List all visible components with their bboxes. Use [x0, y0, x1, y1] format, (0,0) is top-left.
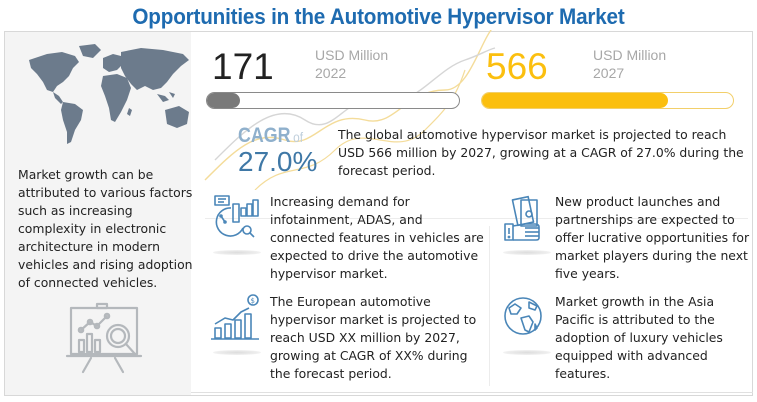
globe-icon — [504, 297, 542, 335]
cagr-of-text: of — [293, 129, 304, 145]
world-map-icon — [29, 44, 189, 144]
cagr-label-text: CAGR — [238, 124, 291, 147]
icon-shadow — [213, 250, 261, 255]
growth-bar-chart-icon: $ — [211, 294, 259, 340]
page-title: Opportunities in the Automotive Hypervis… — [132, 4, 625, 29]
icon-shadow — [503, 350, 551, 355]
column-divider — [489, 226, 490, 386]
stat-2027-year: 2027 — [593, 65, 625, 81]
cagr-summary: The global automotive hypervisor market … — [338, 127, 744, 178]
point-driver-text: Increasing demand for infotainment, ADAS… — [270, 194, 484, 281]
infographic-frame: Market growth can be attributed to vario… — [4, 30, 753, 396]
section-divider — [205, 218, 748, 219]
point-opportunity-text: New product launches and partnerships ar… — [555, 194, 750, 281]
left-panel-text: Market growth can be attributed to vario… — [18, 167, 193, 290]
point-europe-text: The European automotive hypervisor marke… — [270, 294, 477, 381]
stat-2027-bar-fill — [482, 93, 668, 108]
stat-2027-bar — [481, 92, 734, 109]
stat-2022-bar — [206, 92, 460, 109]
bottom-divider — [191, 392, 753, 393]
cagr-value: 27.0% — [238, 146, 318, 177]
stat-2022-unit: USD Million — [315, 47, 389, 63]
svg-text:$: $ — [251, 297, 255, 305]
presentation-analytics-icon — [65, 302, 143, 374]
stat-2022-year: 2022 — [315, 65, 347, 81]
stat-2027-value: 566 — [486, 46, 548, 87]
money-hand-icon — [504, 195, 540, 241]
icon-shadow — [503, 250, 551, 255]
stat-2022-bar-fill — [207, 93, 240, 108]
stat-2027-unit: USD Million — [593, 47, 667, 63]
stat-2022-value: 171 — [212, 46, 274, 87]
cagr-label: CAGR of — [238, 124, 303, 148]
analytics-chart-icon — [214, 195, 259, 238]
point-asia-pacific-text: Market growth in the Asia Pacific is att… — [555, 294, 723, 381]
icon-shadow — [213, 350, 261, 355]
left-panel: Market growth can be attributed to vario… — [5, 32, 193, 395]
